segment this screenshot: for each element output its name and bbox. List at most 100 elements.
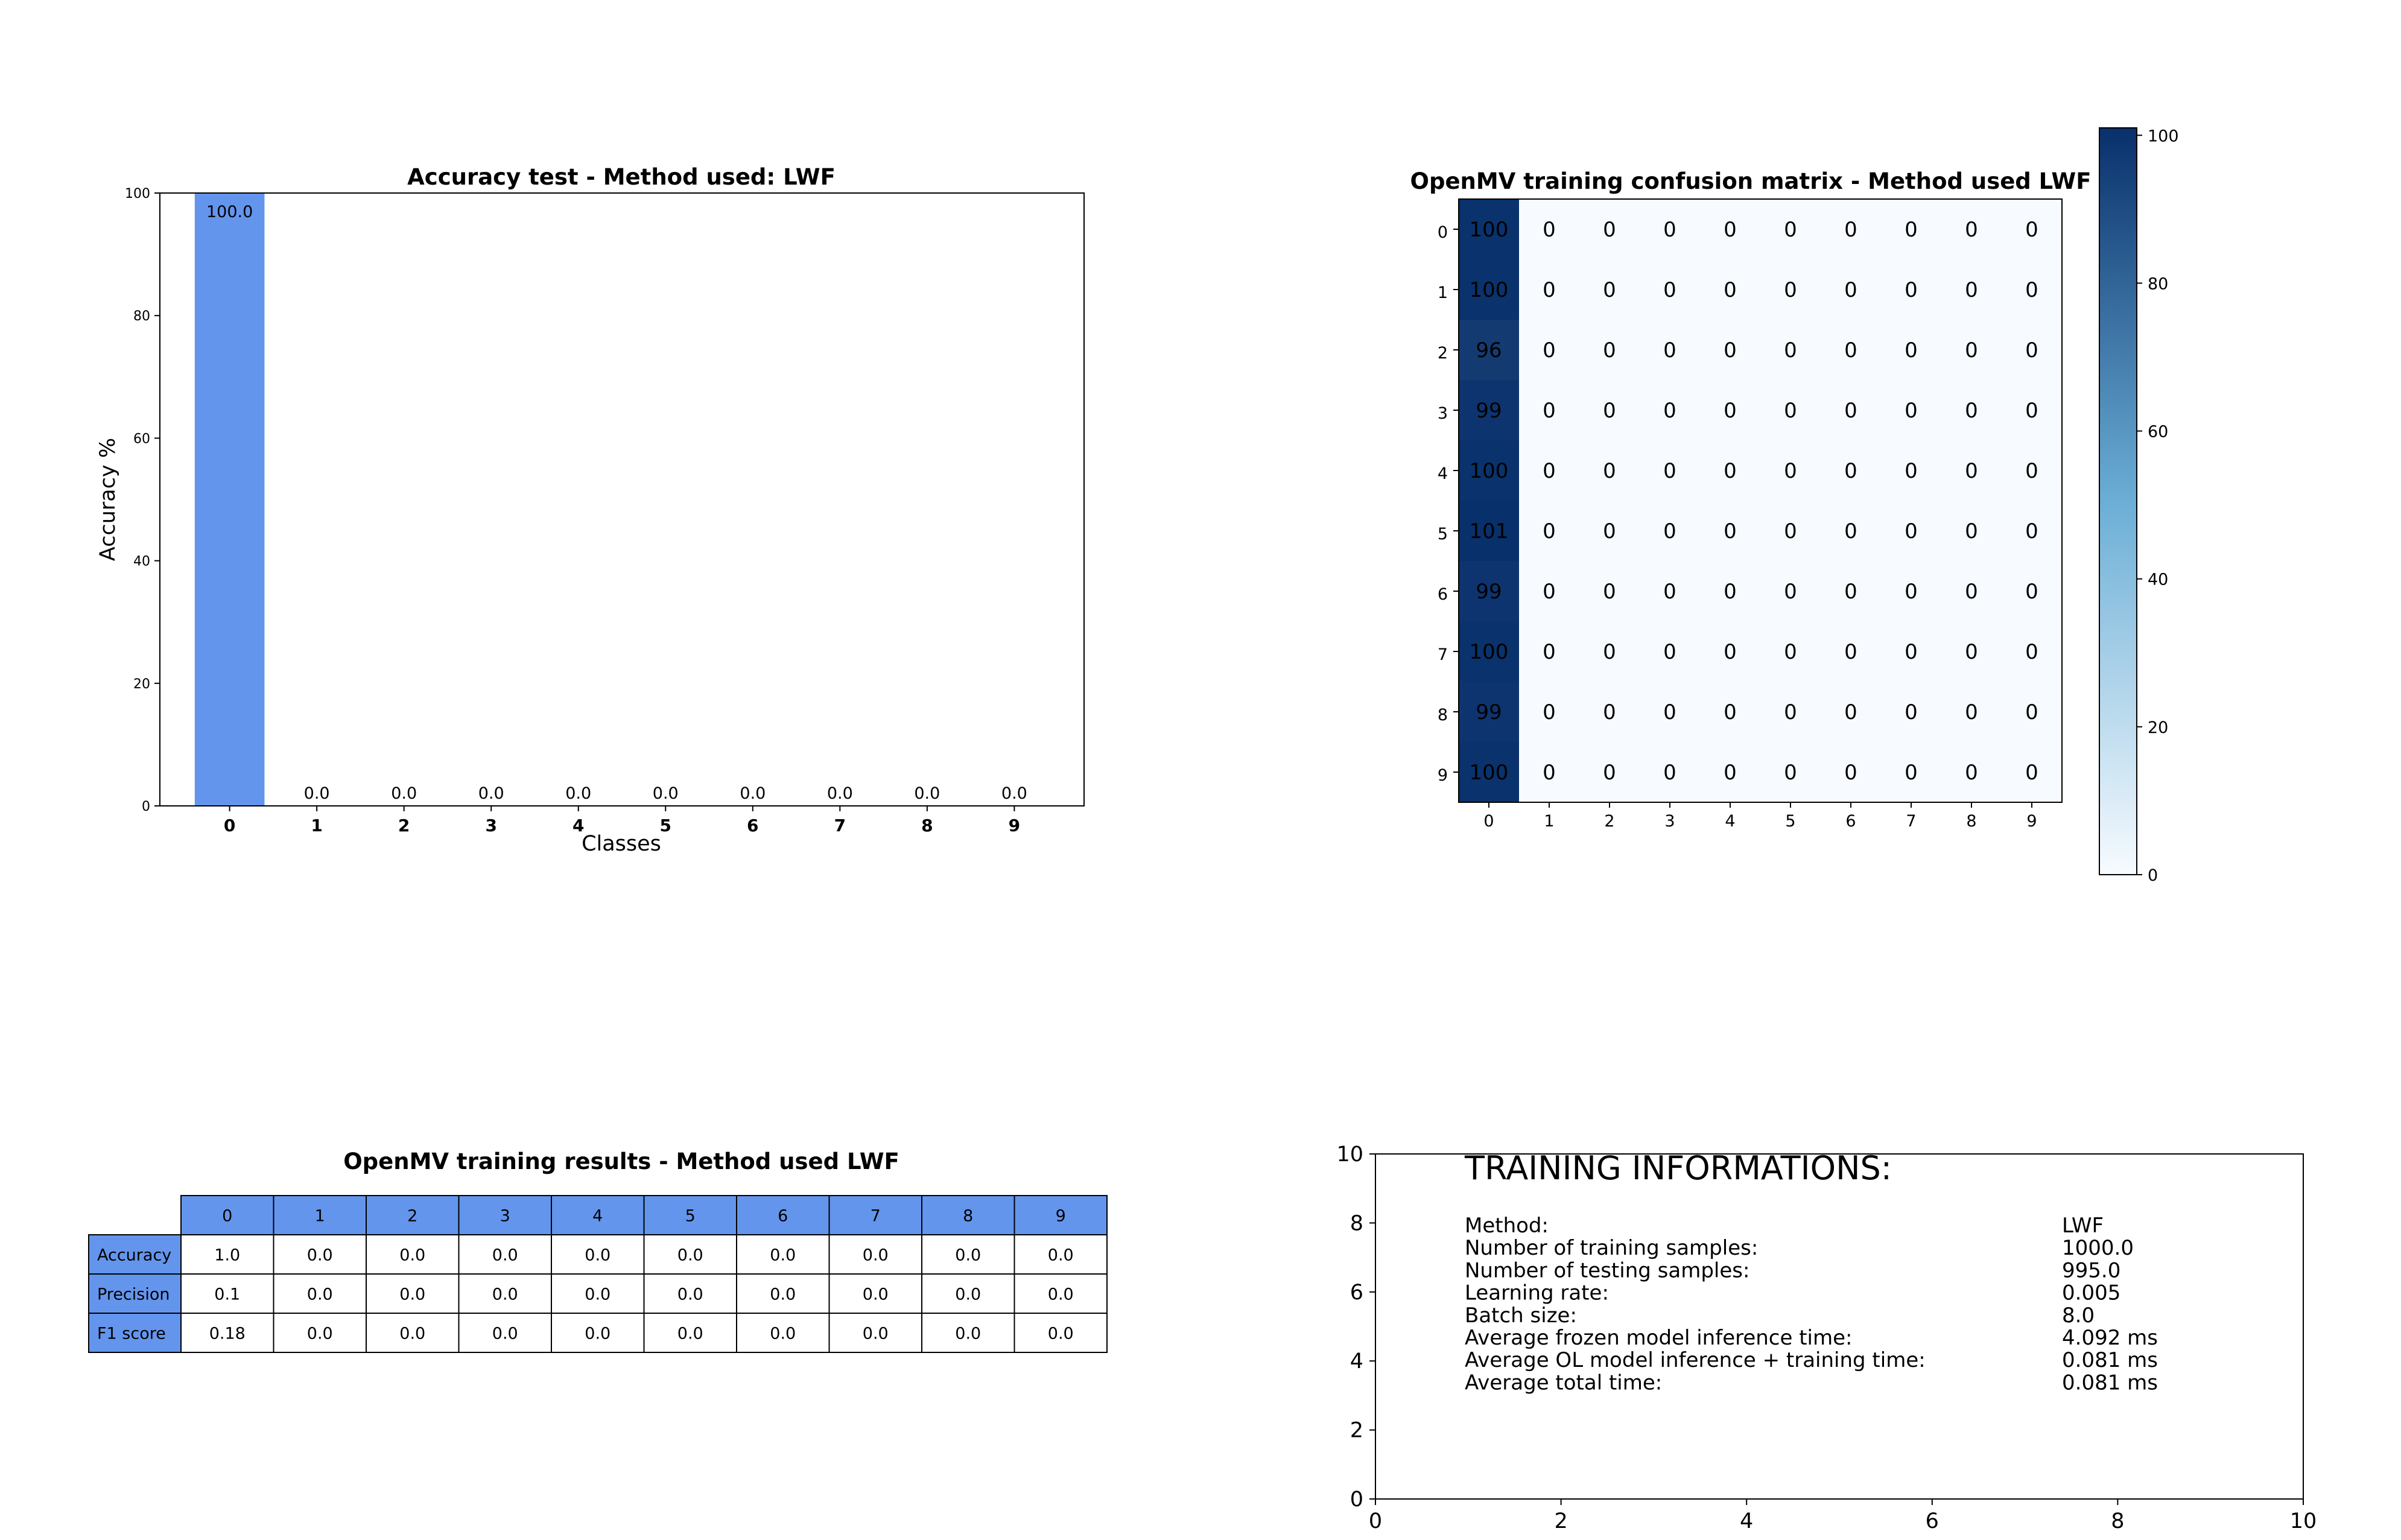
table-cell — [921, 1273, 1015, 1314]
colorbar-tick-label: 20 — [2148, 718, 2168, 737]
cm-cell — [1881, 320, 1941, 380]
cm-cell — [1821, 380, 1881, 440]
cm-cell — [1519, 621, 1579, 682]
cm-cell — [2002, 199, 2062, 259]
cm-cell-value: 0 — [1784, 218, 1797, 242]
cm-cell — [1640, 501, 1700, 561]
table-cell-value: 0.0 — [677, 1325, 703, 1343]
cm-cell-value: 0 — [1603, 761, 1616, 785]
cm-col-label: 4 — [1725, 812, 1735, 831]
cm-cell — [1459, 621, 1519, 682]
cm-cell-value: 0 — [1784, 580, 1797, 604]
cm-cell-value: 0 — [1663, 338, 1676, 363]
table-cell-value: 0.0 — [1048, 1246, 1074, 1265]
info-y-tick-label: 0 — [1350, 1488, 1363, 1512]
bar-value-label: 0.0 — [304, 784, 330, 803]
info-y-tick-label: 4 — [1350, 1349, 1363, 1374]
y-tick-label: 0 — [142, 799, 150, 814]
table-header-cell — [921, 1195, 1015, 1235]
cm-cell-value: 0 — [1603, 399, 1616, 423]
cm-cell-value: 99 — [1476, 399, 1502, 423]
cm-cell-value: 0 — [1905, 218, 1918, 242]
cm-cell-value: 0 — [1784, 761, 1797, 785]
cm-cell — [1821, 259, 1881, 320]
info-label: Average frozen model inference time: — [1465, 1326, 1853, 1350]
info-value: LWF — [2062, 1214, 2104, 1238]
cm-cell-value: 100 — [1470, 640, 1509, 664]
table-cell-value: 0.0 — [492, 1246, 518, 1265]
table-cell-value: 0.0 — [399, 1246, 425, 1265]
table-cell — [828, 1313, 922, 1353]
cm-col-label: 0 — [1483, 812, 1494, 831]
info-x-tick-label: 6 — [1926, 1509, 1939, 1533]
table-cell — [551, 1273, 645, 1314]
info-value: 8.0 — [2062, 1304, 2095, 1328]
bar-value-label: 0.0 — [391, 784, 417, 803]
cm-cell-value: 0 — [1844, 459, 1857, 483]
cm-cell — [1821, 742, 1881, 802]
info-label: Learning rate: — [1465, 1281, 1609, 1305]
cm-cell — [1640, 440, 1700, 501]
bar-chart-axes-frame — [159, 192, 1085, 806]
cm-cell-value: 0 — [1784, 519, 1797, 543]
info-y-tick-label: 8 — [1350, 1211, 1363, 1235]
cm-cell-value: 0 — [1844, 700, 1857, 724]
table-cell-value: 0.0 — [677, 1246, 703, 1265]
x-tick-label: 3 — [485, 816, 496, 835]
table-cell-value: 0.0 — [677, 1285, 703, 1304]
info-label: Number of training samples: — [1465, 1236, 1758, 1260]
bar-value-label: 0.0 — [478, 784, 504, 803]
cm-cell — [1700, 259, 1760, 320]
cm-cell — [1700, 440, 1760, 501]
cm-cell-value: 0 — [1965, 640, 1978, 664]
table-cell-value: 0.1 — [214, 1285, 240, 1304]
x-tick-label: 6 — [747, 816, 758, 835]
cm-cell-value: 0 — [1905, 338, 1918, 363]
info-value: 0.005 — [2062, 1281, 2120, 1305]
cm-cell — [1519, 682, 1579, 742]
cm-cell — [1941, 742, 2002, 802]
info-label: Batch size: — [1465, 1304, 1577, 1328]
info-y-tick-label: 10 — [1336, 1142, 1363, 1167]
cm-cell — [1700, 682, 1760, 742]
cm-cell-value: 0 — [1724, 278, 1737, 302]
cm-cell-value: 0 — [2025, 761, 2038, 785]
cm-row-label: 2 — [1438, 344, 1448, 363]
info-x-tick-label: 10 — [2290, 1509, 2317, 1533]
cm-cell — [1579, 440, 1640, 501]
cm-cell — [1881, 621, 1941, 682]
cm-cell — [2002, 561, 2062, 621]
cm-col-label: 9 — [2026, 812, 2037, 831]
cm-cell-value: 0 — [1543, 700, 1556, 724]
cm-cell — [1760, 199, 1821, 259]
cm-cell-value: 0 — [1905, 459, 1918, 483]
cm-cell — [1821, 320, 1881, 380]
cm-cell-value: 0 — [1844, 218, 1857, 242]
table-cell-value: 0.0 — [955, 1285, 981, 1304]
cm-cell — [1519, 561, 1579, 621]
cm-cell-value: 0 — [1663, 399, 1676, 423]
cm-cell-value: 0 — [1784, 640, 1797, 664]
cm-cell — [1760, 380, 1821, 440]
cm-cell-value: 0 — [1905, 519, 1918, 543]
table-cell — [643, 1234, 737, 1275]
cm-cell — [1519, 501, 1579, 561]
cm-cell-value: 0 — [1905, 761, 1918, 785]
cm-cell-value: 0 — [1965, 278, 1978, 302]
cm-cell — [2002, 440, 2062, 501]
cm-cell — [1579, 501, 1640, 561]
info-y-tick-label: 6 — [1350, 1281, 1363, 1305]
table-header-label: 3 — [500, 1207, 510, 1226]
cm-cell — [1881, 561, 1941, 621]
table-header-label: 7 — [871, 1207, 881, 1226]
table-cell — [458, 1234, 552, 1275]
table-cell — [736, 1234, 830, 1275]
y-tick-label: 40 — [133, 554, 150, 569]
training-results-table: OpenMV training results - Method used LW… — [88, 1149, 1108, 1353]
table-header-label: 8 — [963, 1207, 973, 1226]
info-value: 1000.0 — [2062, 1236, 2134, 1260]
cm-cell — [1760, 320, 1821, 380]
cm-cell — [1519, 259, 1579, 320]
cm-cell-value: 0 — [1965, 580, 1978, 604]
y-tick-label: 20 — [133, 677, 150, 692]
